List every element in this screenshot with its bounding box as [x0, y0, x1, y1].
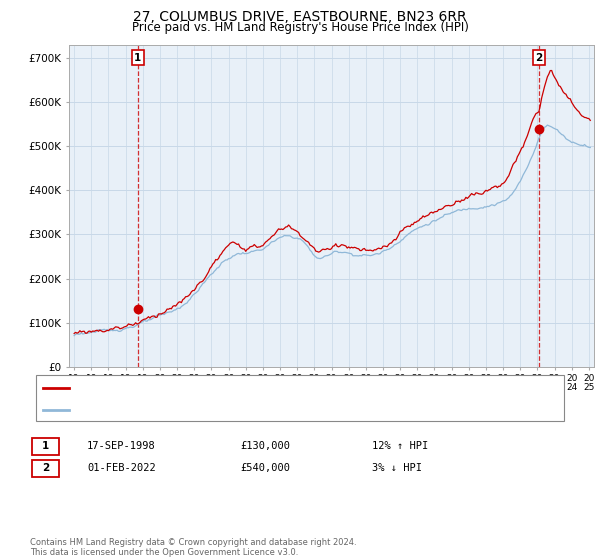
Text: 2: 2 — [535, 53, 542, 63]
Text: HPI: Average price, detached house, Eastbourne: HPI: Average price, detached house, East… — [75, 405, 316, 415]
Text: 12% ↑ HPI: 12% ↑ HPI — [372, 441, 428, 451]
Text: 2: 2 — [42, 463, 49, 473]
Text: 27, COLUMBUS DRIVE, EASTBOURNE, BN23 6RR (detached house): 27, COLUMBUS DRIVE, EASTBOURNE, BN23 6RR… — [75, 382, 406, 393]
Text: 01-FEB-2022: 01-FEB-2022 — [87, 463, 156, 473]
Text: 27, COLUMBUS DRIVE, EASTBOURNE, BN23 6RR: 27, COLUMBUS DRIVE, EASTBOURNE, BN23 6RR — [133, 10, 467, 24]
Text: 3% ↓ HPI: 3% ↓ HPI — [372, 463, 422, 473]
Text: 1: 1 — [42, 441, 49, 451]
Text: Price paid vs. HM Land Registry's House Price Index (HPI): Price paid vs. HM Land Registry's House … — [131, 21, 469, 34]
Text: Contains HM Land Registry data © Crown copyright and database right 2024.
This d: Contains HM Land Registry data © Crown c… — [30, 538, 356, 557]
Text: £130,000: £130,000 — [240, 441, 290, 451]
Text: 1: 1 — [134, 53, 142, 63]
Text: £540,000: £540,000 — [240, 463, 290, 473]
Text: 17-SEP-1998: 17-SEP-1998 — [87, 441, 156, 451]
